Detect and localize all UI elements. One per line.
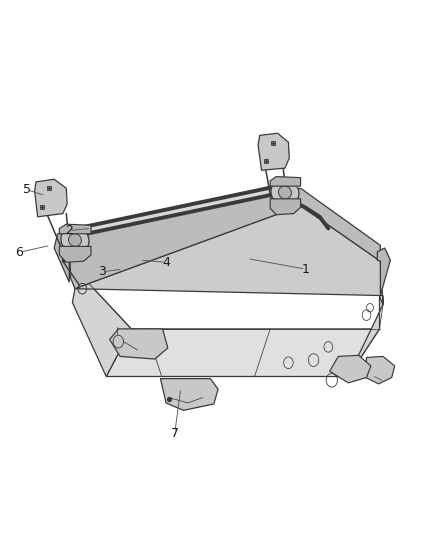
Polygon shape [72,284,131,376]
Polygon shape [69,188,380,289]
Polygon shape [54,233,75,282]
Polygon shape [35,179,67,217]
Polygon shape [60,246,91,262]
Polygon shape [75,206,383,304]
Polygon shape [77,186,278,236]
Polygon shape [348,296,383,376]
Text: 7: 7 [171,426,179,440]
Polygon shape [160,378,218,410]
Text: 1: 1 [302,263,310,276]
Polygon shape [270,199,300,215]
Text: 6: 6 [15,246,23,259]
Polygon shape [110,329,168,359]
Polygon shape [330,356,371,383]
Ellipse shape [271,179,299,206]
Text: 2: 2 [65,224,73,237]
Text: 3: 3 [98,265,106,278]
Polygon shape [106,329,379,376]
Polygon shape [366,357,395,384]
Text: 4: 4 [162,256,170,269]
Ellipse shape [279,186,291,199]
Ellipse shape [61,227,89,253]
Polygon shape [60,224,91,233]
Polygon shape [270,176,300,186]
Polygon shape [378,248,390,296]
Text: 5: 5 [23,183,31,196]
Polygon shape [258,133,289,170]
Ellipse shape [68,233,81,246]
